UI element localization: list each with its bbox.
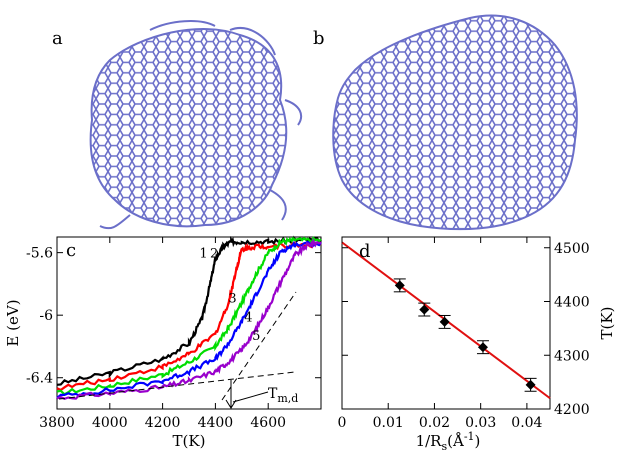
tm-pointer bbox=[232, 391, 269, 403]
data-point bbox=[477, 342, 488, 353]
data-point bbox=[525, 379, 536, 390]
curve-label-4: 4 bbox=[244, 310, 252, 325]
y-tick-label: -6.4 bbox=[26, 371, 53, 387]
chart-d-points bbox=[393, 278, 537, 392]
y-tick-label: 4200 bbox=[554, 402, 590, 418]
chart-d-xlabel: 1/Rs(Å-1) bbox=[416, 430, 481, 453]
curve-label-5: 5 bbox=[252, 329, 260, 344]
panel-a bbox=[89, 20, 303, 230]
tm-arrow-head bbox=[225, 399, 237, 409]
x-tick-label: 4400 bbox=[198, 415, 234, 431]
y-tick-label: -6 bbox=[39, 308, 53, 324]
y-tick-label: 4300 bbox=[554, 348, 590, 364]
series-4-line bbox=[56, 240, 322, 399]
x-tick-label: 4600 bbox=[250, 415, 286, 431]
x-tick-label: 0.02 bbox=[419, 415, 450, 431]
x-tick-label: 0.01 bbox=[373, 415, 404, 431]
panel-c-letter: c bbox=[66, 240, 76, 261]
series-5-line bbox=[56, 237, 322, 400]
chart-d-ticks: 0 0.01 0.02 0.03 0.04 4200 4300 4400 4500 bbox=[338, 237, 590, 431]
chart-c-ylabel: E (eV) bbox=[4, 299, 22, 346]
panel-a-letter: a bbox=[52, 28, 63, 49]
chart-d-frame bbox=[341, 236, 551, 410]
chart-c-frame bbox=[56, 236, 322, 410]
chart-d: 0 0.01 0.02 0.03 0.04 4200 4300 4400 4500 d 1/Rs… bbox=[338, 236, 616, 453]
graphene-flake-a bbox=[89, 28, 288, 228]
x-tick-label: 0.03 bbox=[465, 415, 496, 431]
x-tick-label: 0.04 bbox=[511, 415, 542, 431]
curve-label-1: 1 bbox=[199, 246, 207, 261]
chart-c-xlabel: T(K) bbox=[173, 432, 206, 450]
x-tick-label: 4200 bbox=[145, 415, 181, 431]
x-tick-label: 3800 bbox=[39, 415, 75, 431]
x-tick-label: 4000 bbox=[92, 415, 128, 431]
graphene-flake-b bbox=[332, 14, 578, 231]
tm-label: Tm,d bbox=[268, 386, 298, 405]
curve-label-3: 3 bbox=[228, 292, 236, 307]
x-tick-label: 0 bbox=[338, 415, 347, 431]
chart-c-series: 1 2 345 bbox=[56, 235, 322, 400]
panel-d-letter: d bbox=[359, 241, 371, 262]
series-2-line bbox=[56, 240, 322, 392]
panel-b bbox=[332, 14, 578, 231]
flake-a-fringe bbox=[99, 20, 303, 230]
y-tick-label: 4400 bbox=[554, 295, 590, 311]
y-tick-label: -5.6 bbox=[26, 246, 53, 262]
data-point bbox=[394, 280, 405, 291]
series-3-line bbox=[56, 236, 322, 396]
slope-dashed bbox=[221, 291, 297, 401]
data-point bbox=[439, 316, 450, 327]
chart-d-ylabel: T(K) bbox=[598, 307, 616, 340]
y-tick-label: 4500 bbox=[554, 241, 590, 257]
data-point bbox=[419, 304, 430, 315]
panel-b-letter: b bbox=[313, 28, 325, 49]
curve-label-2: 2 bbox=[210, 246, 218, 261]
chart-c-ticks: 3800 4000 4200 4400 4600 -6.4 -6 -5.6 bbox=[26, 237, 321, 431]
chart-c: 1 2 345 3800 4000 4200 4400 4600 -6.4 -6 -5.6 Tm,… bbox=[4, 235, 322, 450]
